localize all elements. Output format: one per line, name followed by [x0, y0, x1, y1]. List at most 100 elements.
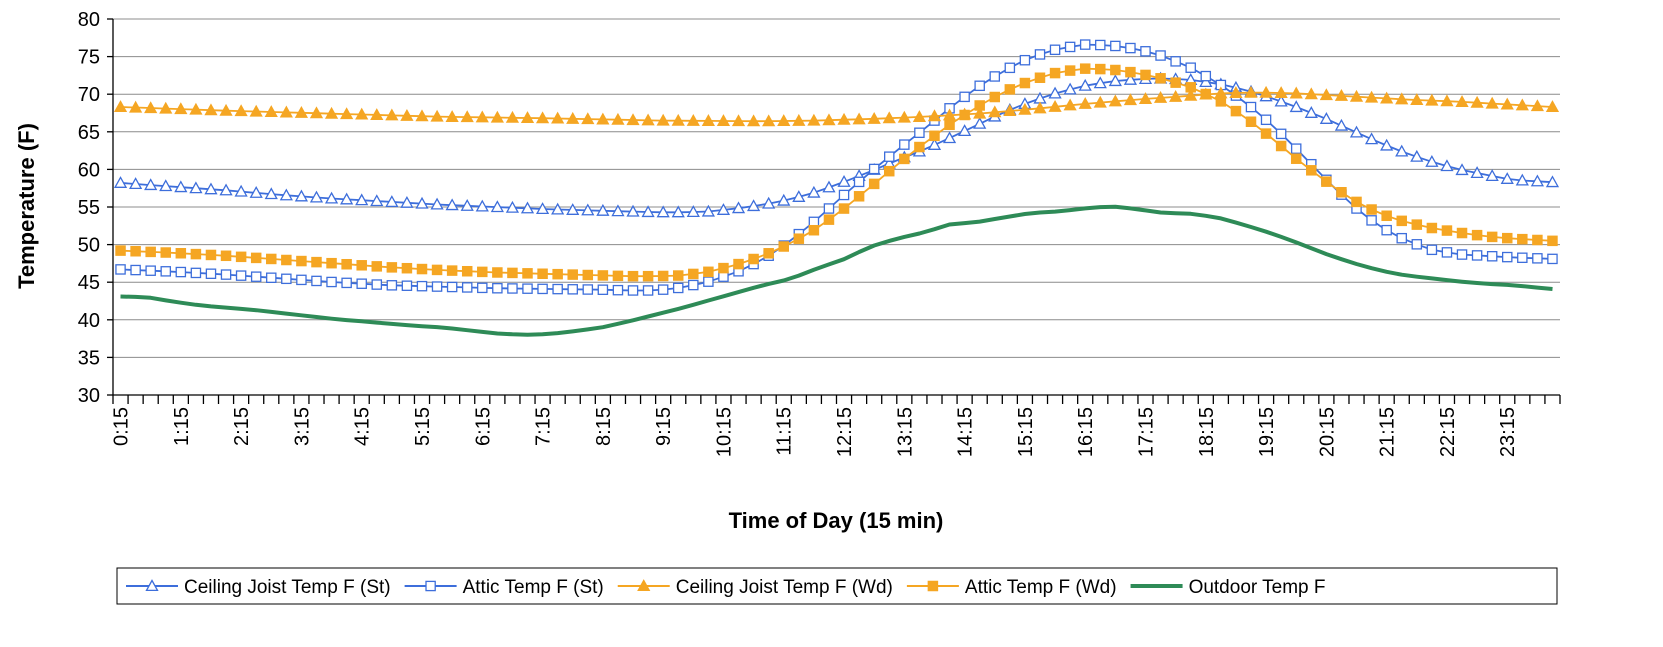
series-0-point-41 [731, 201, 746, 214]
series-3-point-90 [1471, 229, 1483, 241]
series-2-point-61 [1033, 101, 1047, 114]
series-2-point-1 [129, 100, 143, 113]
series-3-point-7 [220, 250, 232, 262]
series-2-point-14 [324, 106, 339, 119]
series-0-point-10 [264, 187, 278, 200]
series-0-point-38 [686, 205, 700, 218]
x-tick-23:15: 23:15 [1497, 407, 1519, 457]
series-layer [113, 39, 1560, 337]
series-3-point-12 [296, 255, 307, 267]
series-0-point-4 [174, 180, 188, 193]
series-2-point-88 [1440, 94, 1454, 107]
series-3-point-48 [838, 203, 850, 214]
series-0-point-90 [1470, 166, 1484, 179]
legend-marker-0 [145, 579, 159, 592]
series-0-point-9 [249, 186, 263, 198]
series-1-point-76 [1260, 114, 1272, 126]
series-2-point-32 [596, 112, 610, 125]
series-3-point-6 [205, 249, 217, 261]
legend-item-3: Attic Temp F (Wd) [906, 577, 1117, 598]
series-1-point-86 [1411, 239, 1423, 250]
series-2-point-66 [1108, 94, 1122, 107]
series-3-point-42 [748, 253, 759, 265]
x-tick-0:15: 0:15 [111, 407, 133, 446]
series-1-point-77 [1275, 128, 1287, 140]
series-2-point-58 [988, 105, 1002, 118]
series-1-point-84 [1381, 224, 1392, 236]
series-3-point-0 [115, 245, 126, 256]
series-2-point-53 [912, 110, 927, 122]
series-2-point-26 [505, 110, 520, 123]
series-1-point-4 [175, 266, 187, 278]
series-0-point-80 [1319, 112, 1333, 124]
series-0-point-30 [566, 203, 580, 215]
series-3-point-20 [416, 263, 428, 275]
series-2-point-16 [355, 107, 369, 120]
series-0-point-85 [1395, 144, 1409, 157]
series-3-point-51 [884, 165, 895, 177]
series-0-point-86 [1410, 149, 1424, 162]
series-0-point-25 [490, 200, 504, 213]
series-0-point-67 [1123, 72, 1138, 85]
series-2-point-5 [189, 102, 203, 115]
series-3-point-57 [974, 100, 985, 111]
series-2-point-93 [1515, 98, 1529, 111]
series-3-point-59 [1004, 84, 1016, 95]
series-3-point-32 [597, 270, 609, 281]
series-0-point-94 [1530, 174, 1544, 187]
series-2-point-10 [264, 105, 278, 118]
series-3-point-5 [190, 248, 202, 260]
series-1-point-31 [582, 284, 594, 295]
series-0-point-89 [1455, 163, 1469, 176]
series-2-point-78 [1289, 86, 1303, 99]
series-0-point-92 [1500, 172, 1514, 184]
series-1-point-37 [672, 282, 684, 294]
series-3-point-14 [326, 257, 337, 269]
y-tick-40: 40 [78, 310, 100, 332]
y-tick-labels: 30 35 40 45 50 55 60 65 70 75 80 [78, 9, 100, 407]
series-3-point-66 [1110, 64, 1121, 76]
series-2-point-82 [1349, 89, 1364, 102]
series-0-point-48 [837, 175, 851, 187]
series-2-point-28 [535, 111, 550, 124]
x-tick-15:15: 15:15 [1015, 407, 1037, 457]
series-2-point-86 [1410, 93, 1424, 106]
series-1-point-60 [1019, 54, 1031, 66]
series-3-point-60 [1019, 77, 1031, 89]
series-1-point-48 [838, 189, 850, 201]
series-3-point-13 [311, 256, 322, 268]
legend-item-0: Ceiling Joist Temp F (St) [126, 577, 391, 598]
series-2-point-47 [822, 113, 836, 126]
x-tick-1:15: 1:15 [171, 407, 193, 446]
series-0-point-82 [1349, 125, 1364, 138]
series-0-point-26 [505, 200, 520, 213]
series-0-point-32 [596, 203, 610, 216]
series-2-point-59 [1003, 104, 1017, 117]
series-0-point-18 [385, 195, 399, 207]
series-3-point-82 [1351, 196, 1362, 208]
series-3-point-55 [944, 119, 955, 131]
series-3-point-3 [160, 247, 172, 258]
legend-marker-2 [637, 579, 651, 592]
x-tick-11:15: 11:15 [774, 407, 796, 456]
series-1-point-69 [1155, 50, 1166, 61]
legend-item-1: Attic Temp F (St) [404, 577, 604, 598]
series-3-point-85 [1396, 215, 1407, 227]
x-tick-17:15: 17:15 [1135, 407, 1157, 457]
series-2-point-12 [294, 105, 309, 118]
x-tick-6:15: 6:15 [472, 407, 494, 446]
axes [107, 18, 1561, 404]
series-1-point-51 [884, 151, 895, 162]
series-0-point-57 [973, 116, 987, 129]
series-1-point-63 [1064, 41, 1076, 53]
series-0-point-27 [520, 201, 535, 214]
series-1-point-83 [1366, 215, 1377, 226]
series-3-point-45 [793, 233, 805, 244]
series-2-point-89 [1455, 95, 1469, 107]
series-3-point-46 [808, 224, 820, 236]
series-1-point-47 [823, 203, 835, 214]
series-1-point-36 [657, 284, 669, 295]
series-3-point-56 [959, 109, 970, 121]
y-tick-35: 35 [78, 347, 100, 369]
series-0-point-44 [777, 193, 791, 206]
